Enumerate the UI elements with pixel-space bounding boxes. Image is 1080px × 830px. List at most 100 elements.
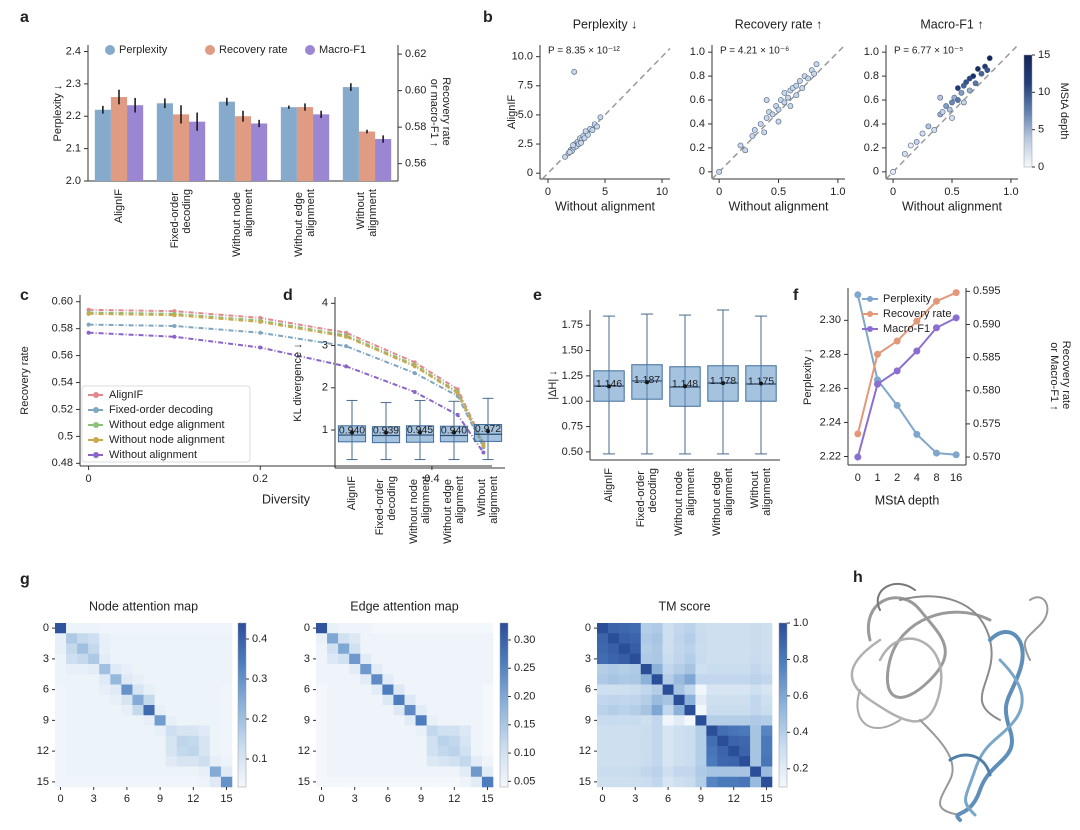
point <box>970 73 977 80</box>
heatmap-cell <box>640 705 652 716</box>
heatmap-cell <box>750 766 762 778</box>
y-tick-label: 0 <box>527 167 533 179</box>
heatmap-cell <box>143 746 155 757</box>
heatmap-cell <box>132 705 144 716</box>
y-tick-label: 1.0 <box>690 46 705 58</box>
heatmap-cell <box>187 715 200 726</box>
heatmap-cell <box>121 705 133 716</box>
heatmap-cell <box>448 653 461 665</box>
heatmap-cell <box>154 746 166 757</box>
heatmap-cell <box>99 725 111 737</box>
heatmap-cell <box>110 674 122 685</box>
heatmap-cell <box>382 705 394 716</box>
heatmap-cell <box>360 756 372 767</box>
y-tick-label: 6 <box>304 684 310 696</box>
heatmap-cell <box>739 735 751 747</box>
point <box>958 89 965 96</box>
bar <box>296 107 314 181</box>
y-tick-label: 0.585 <box>973 352 1001 364</box>
heatmap-cell <box>154 643 166 655</box>
y-axis-label: Perplexity ↓ <box>802 348 814 405</box>
point <box>566 149 573 156</box>
point <box>893 367 901 375</box>
heatmap-cell <box>143 623 155 634</box>
heatmap-cell <box>154 776 166 788</box>
x-tick-label: 3 <box>632 793 638 805</box>
heatmap-cell <box>717 664 729 675</box>
heatmap-cell <box>316 623 328 634</box>
y-tick-label: 0.595 <box>973 285 1001 297</box>
heatmap-cell <box>198 674 211 685</box>
heatmap-cell <box>684 776 696 788</box>
colorbar <box>1023 54 1033 168</box>
label-line: Fixed-order <box>635 468 647 527</box>
point <box>919 130 926 137</box>
heatmap-cell <box>750 715 762 726</box>
heatmap-cell <box>349 715 361 726</box>
heatmap-cell <box>404 746 416 757</box>
label-line: alignment <box>454 476 466 524</box>
point <box>874 380 881 388</box>
heatmap-cell <box>220 746 233 757</box>
heatmap-cell <box>470 756 483 767</box>
heatmap-cell <box>415 674 427 685</box>
heatmap-cell <box>187 705 200 716</box>
heatmap-cell <box>651 756 663 767</box>
point <box>966 87 973 94</box>
heatmap-cell <box>187 735 200 747</box>
heatmap-cell <box>121 694 133 706</box>
heatmap-cell <box>728 633 740 644</box>
heatmap-cell <box>77 653 89 665</box>
heatmap-cell <box>88 776 100 788</box>
bar <box>110 97 128 181</box>
annotation: P = 6.77 × 10⁻⁵ <box>894 46 963 57</box>
heatmap-cell <box>132 776 144 788</box>
heatmap-cell <box>165 664 177 675</box>
heatmap-cell <box>154 756 166 767</box>
heatmap-cell <box>640 684 652 696</box>
heatmap-cell <box>154 623 166 634</box>
heatmap-cell <box>629 633 642 644</box>
x-axis-label: MStA depth <box>875 493 940 507</box>
heatmap-cell <box>176 633 189 644</box>
bar <box>172 114 190 181</box>
heatmap-cell <box>717 725 729 737</box>
point <box>761 129 768 136</box>
heatmap-cell <box>629 684 642 696</box>
heatmap-cell <box>706 735 718 747</box>
heatmap-cell <box>728 623 740 634</box>
heatmap-cell <box>176 674 189 685</box>
heatmap-cell <box>684 715 696 726</box>
heatmap-cell <box>99 633 111 644</box>
mean-marker <box>683 384 687 389</box>
heatmap-cell <box>629 725 642 737</box>
colorbar-tick-label: 0.25 <box>514 662 535 674</box>
heatmap-cell <box>607 664 620 675</box>
heatmap-cell <box>165 674 177 685</box>
heatmap-cell <box>165 633 177 644</box>
heatmap-cell <box>673 776 685 788</box>
heatmap-cell <box>415 776 427 788</box>
heatmap-cell <box>88 653 100 665</box>
point <box>258 319 263 324</box>
heatmap-cell <box>143 633 155 644</box>
heatmap-cell <box>470 715 483 726</box>
heatmap-cell <box>165 623 177 634</box>
heatmap-cell <box>437 643 450 655</box>
heatmap-cell <box>66 694 78 706</box>
heatmap-cell <box>404 664 416 675</box>
heatmap-cell <box>187 643 200 655</box>
heatmap-cell <box>662 735 674 747</box>
heatmap-cell <box>55 694 67 706</box>
heatmap-cell <box>360 776 372 788</box>
x-tick-label: 10 <box>656 186 668 198</box>
heatmap-cell <box>481 684 494 696</box>
heatmap-cell <box>717 705 729 716</box>
heatmap-cell <box>717 776 729 788</box>
y-tick-label: 0.62 <box>405 48 426 60</box>
heatmap-cell <box>371 705 383 716</box>
heatmap-cell <box>695 694 707 706</box>
bar <box>342 87 359 181</box>
heatmap-cell <box>338 653 350 665</box>
heatmap-cell <box>404 643 416 655</box>
